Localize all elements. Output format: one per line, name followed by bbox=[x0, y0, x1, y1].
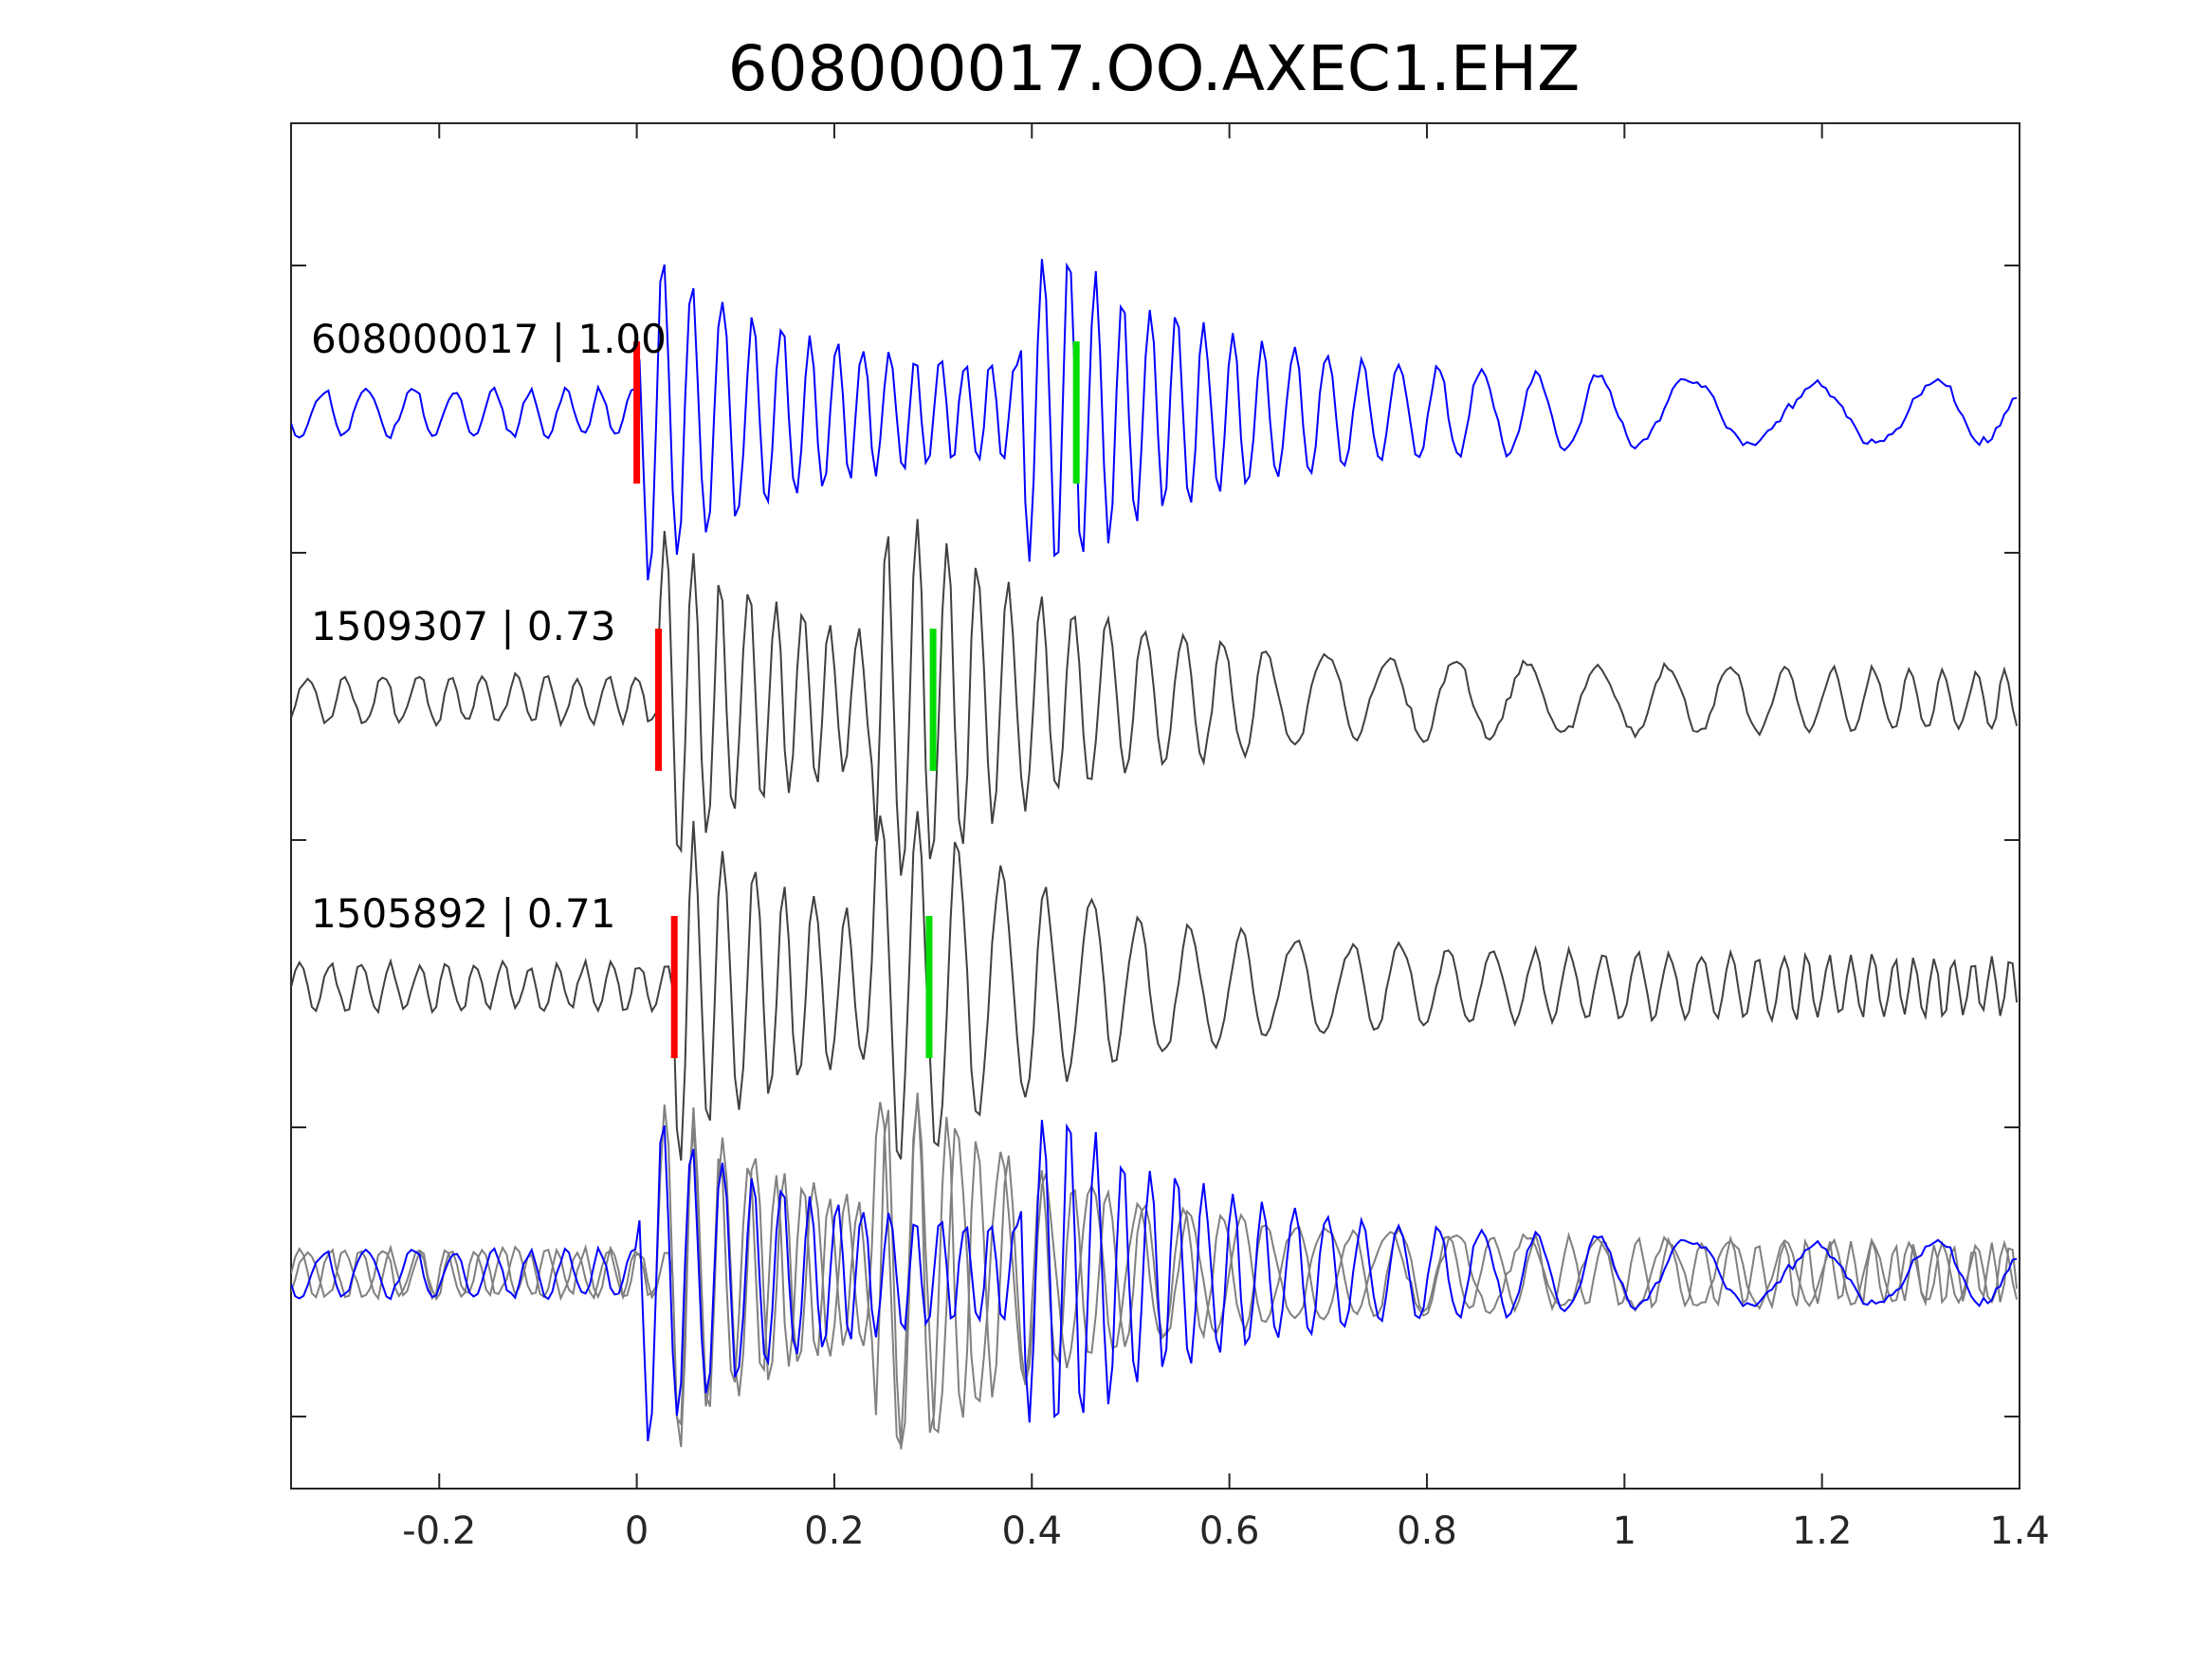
x-tick-label: 0.6 bbox=[1199, 1509, 1260, 1553]
x-tick-labels: -0.2 0 0.2 0.4 0.6 0.8 1 1.2 1.4 bbox=[402, 1509, 2050, 1553]
picks-layer bbox=[633, 341, 1080, 1058]
trace-label-1505892: 1505892 | 0.71 bbox=[311, 890, 615, 937]
x-tick-label: 0.8 bbox=[1397, 1509, 1457, 1553]
plot-area: 608000017 | 1.00 1509307 | 0.73 1505892 | … bbox=[290, 122, 2020, 1490]
overlay-trace-1505892 bbox=[291, 1097, 2019, 1448]
trace-label-608000017: 608000017 | 1.00 bbox=[311, 316, 667, 362]
ticks-layer bbox=[291, 123, 2020, 1489]
trace-labels-layer: 608000017 | 1.00 1509307 | 0.73 1505892 | … bbox=[311, 316, 667, 937]
trace-608000017 bbox=[291, 259, 2018, 581]
axes-frame bbox=[290, 122, 2020, 1490]
traces-layer bbox=[291, 259, 2019, 1450]
x-tick-label: 0 bbox=[625, 1509, 649, 1553]
trace-1509307 bbox=[291, 519, 2019, 876]
x-tick-label: 1.4 bbox=[1989, 1509, 2050, 1553]
x-tick-label: 1 bbox=[1613, 1509, 1636, 1553]
x-tick-label: -0.2 bbox=[402, 1509, 476, 1553]
x-tick-label: 0.4 bbox=[1001, 1509, 1062, 1553]
trace-1505892 bbox=[291, 811, 2019, 1161]
trace-label-1509307: 1509307 | 0.73 bbox=[311, 603, 615, 649]
x-tick-label: 1.2 bbox=[1792, 1509, 1853, 1553]
chart-title: 608000017.OO.AXEC1.EHZ bbox=[728, 32, 1581, 105]
x-tick-label: 0.2 bbox=[804, 1509, 865, 1553]
overlay-trace-608000017 bbox=[291, 1120, 2018, 1442]
